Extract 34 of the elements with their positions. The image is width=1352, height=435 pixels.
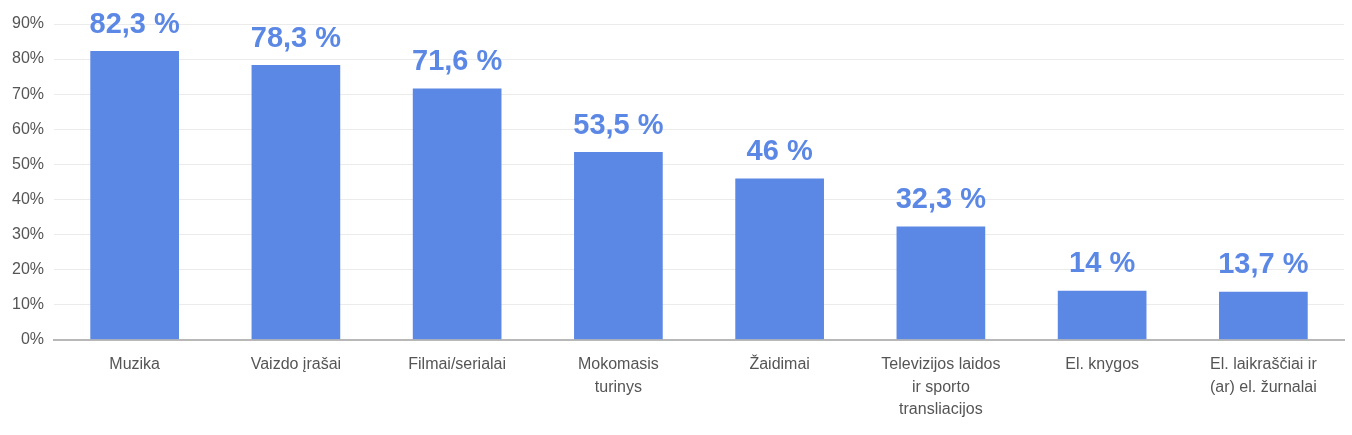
y-tick-label: 60% <box>11 119 45 137</box>
x-tick-label: Televizijos laidos ir sporto transliacijos <box>881 355 1001 418</box>
data-label: 71,6 % <box>411 44 503 77</box>
data-label: 13,7 % <box>1218 247 1309 280</box>
y-tick-label: 10% <box>11 295 45 313</box>
bar <box>251 65 341 340</box>
y-tick-label: 50% <box>11 154 45 172</box>
y-tick-label: 70% <box>11 84 45 102</box>
x-tick-label: Mokomasis turinys <box>577 355 659 395</box>
x-tick-label: Vaizdo įrašai <box>250 355 342 373</box>
bar <box>1057 290 1147 340</box>
bar <box>574 152 663 340</box>
y-tick-label: 40% <box>11 189 45 207</box>
y-tick-label: 90% <box>11 14 45 32</box>
data-label: 32,3 % <box>895 181 987 214</box>
data-label: 14 % <box>1069 246 1136 279</box>
x-tick-label: El. laikraščiai ir (ar) el. žurnalai <box>1210 355 1318 395</box>
y-tick-label: 0% <box>20 330 45 348</box>
bar <box>896 226 986 340</box>
data-label: 78,3 % <box>250 20 342 53</box>
x-tick-label: Filmai/serialai <box>408 355 507 373</box>
data-label: 53,5 % <box>573 107 664 140</box>
bar <box>1219 291 1308 340</box>
bar <box>90 51 179 340</box>
x-tick-label: Žaidimai <box>749 354 810 373</box>
data-label: 46 % <box>746 133 813 166</box>
bar <box>735 178 824 340</box>
data-label: 82,3 % <box>89 6 180 39</box>
x-tick-label: Muzika <box>109 355 161 373</box>
bar <box>412 88 502 340</box>
y-tick-label: 30% <box>11 224 45 242</box>
y-tick-label: 80% <box>11 49 45 67</box>
x-tick-label: El. knygos <box>1065 355 1140 373</box>
y-tick-label: 20% <box>11 260 45 278</box>
